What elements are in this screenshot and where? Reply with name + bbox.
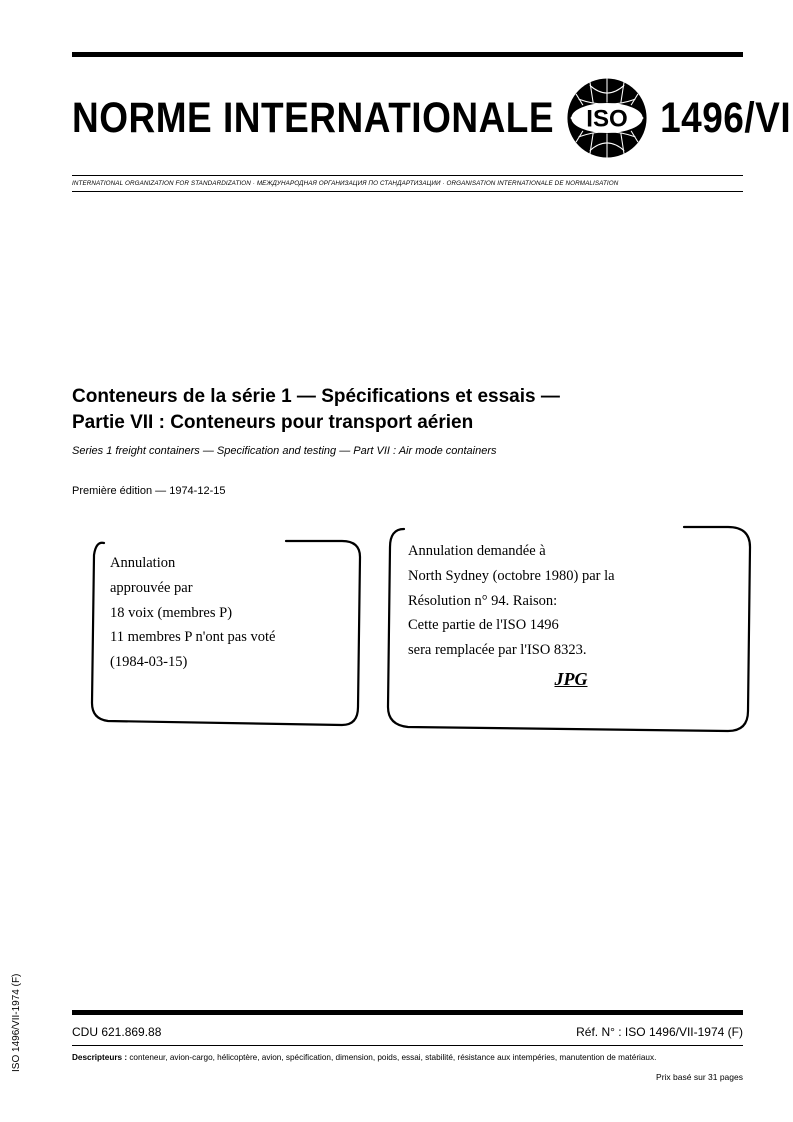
- org-line-block: INTERNATIONAL ORGANIZATION FOR STANDARDI…: [72, 175, 743, 192]
- note-left-line: 18 voix (membres P): [110, 601, 346, 626]
- note-right-line: Résolution n° 94. Raison:: [408, 589, 734, 614]
- note-left-line: 11 membres P n'ont pas voté: [110, 625, 346, 650]
- cdu-code: CDU 621.869.88: [72, 1025, 161, 1039]
- thin-rule-bottom: [72, 191, 743, 192]
- reference-row: CDU 621.869.88 Réf. N° : ISO 1496/VII-19…: [72, 1025, 743, 1039]
- masthead: NORME INTERNATIONALE ISO 1496/VII: [72, 75, 743, 161]
- masthead-title: NORME INTERNATIONALE: [72, 94, 554, 142]
- note-right-line: Annulation demandée à: [408, 539, 734, 564]
- footer-rule: [72, 1010, 743, 1015]
- note-left-line: approuvée par: [110, 576, 346, 601]
- title-block: Conteneurs de la série 1 — Spécification…: [72, 384, 743, 497]
- edition-line: Première édition — 1974-12-15: [72, 485, 743, 497]
- organization-line: INTERNATIONAL ORGANIZATION FOR STANDARDI…: [72, 176, 743, 191]
- iso-logo-icon: ISO: [564, 75, 650, 161]
- descriptors-label: Descripteurs :: [72, 1053, 127, 1062]
- descriptors-text: conteneur, avion-cargo, hélicoptère, avi…: [127, 1053, 656, 1062]
- footer-block: CDU 621.869.88 Réf. N° : ISO 1496/VII-19…: [72, 1010, 743, 1082]
- title-fr-line2: Partie VII : Conteneurs pour transport a…: [72, 410, 743, 436]
- annulment-note-right: Annulation demandée à North Sydney (octo…: [384, 521, 754, 709]
- note-right-line: sera remplacée par l'ISO 8323.: [408, 638, 734, 663]
- title-french: Conteneurs de la série 1 — Spécification…: [72, 384, 743, 435]
- title-english: Series 1 freight containers — Specificat…: [72, 445, 743, 457]
- iso-logo-text: ISO: [586, 106, 627, 133]
- title-fr-line1: Conteneurs de la série 1 — Spécification…: [72, 384, 743, 410]
- note-right-line: Cette partie de l'ISO 1496: [408, 613, 734, 638]
- note-left-line: Annulation: [110, 551, 346, 576]
- descriptors-row: Descripteurs : conteneur, avion-cargo, h…: [72, 1052, 743, 1064]
- annulment-note-left: Annulation approuvée par 18 voix (membre…: [86, 533, 366, 688]
- reference-number: Réf. N° : ISO 1496/VII-1974 (F): [576, 1025, 743, 1039]
- spine-label: ISO 1496/VII-1974 (F): [11, 974, 22, 1072]
- top-rule: [72, 52, 743, 57]
- note-right-line: North Sydney (octobre 1980) par la: [408, 564, 734, 589]
- note-left-line: (1984-03-15): [110, 650, 346, 675]
- document-page: NORME INTERNATIONALE ISO 1496/VII: [0, 0, 793, 1122]
- footer-thin-rule: [72, 1045, 743, 1046]
- price-row: Prix basé sur 31 pages: [72, 1072, 743, 1082]
- handwritten-notes: Annulation approuvée par 18 voix (membre…: [72, 527, 743, 757]
- standard-number: 1496/VII: [660, 94, 793, 142]
- note-signature: JPG: [408, 664, 734, 695]
